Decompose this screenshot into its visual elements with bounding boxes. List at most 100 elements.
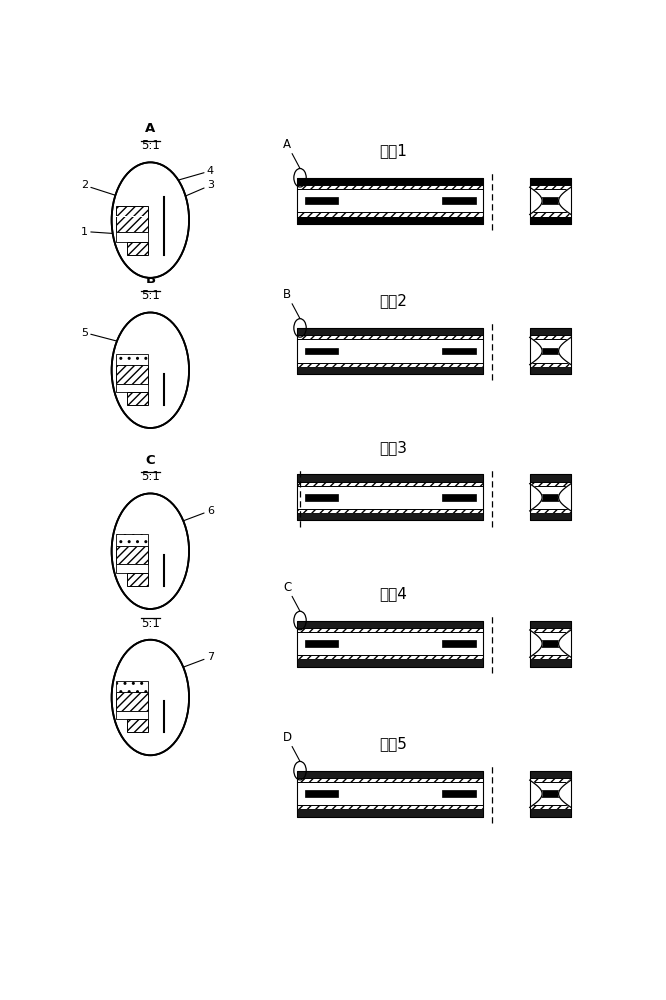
Bar xyxy=(115,365,149,384)
Bar xyxy=(298,513,484,520)
Bar xyxy=(442,348,476,354)
Circle shape xyxy=(112,640,189,755)
Bar xyxy=(115,692,149,711)
Text: D: D xyxy=(145,600,156,613)
Bar xyxy=(529,482,571,486)
Text: A: A xyxy=(145,122,155,135)
Bar xyxy=(115,206,149,232)
Bar xyxy=(298,474,484,520)
Text: 5:1: 5:1 xyxy=(141,139,160,152)
Bar xyxy=(115,711,149,719)
Bar xyxy=(529,771,571,817)
Circle shape xyxy=(112,312,189,428)
Bar xyxy=(529,620,571,667)
Bar xyxy=(305,197,338,204)
Bar xyxy=(298,659,484,667)
Text: C: C xyxy=(283,581,300,611)
Bar xyxy=(529,474,571,520)
Bar xyxy=(127,242,149,255)
Bar xyxy=(298,805,484,809)
Bar xyxy=(298,328,484,335)
Text: 6: 6 xyxy=(174,506,214,524)
Bar xyxy=(529,363,571,367)
Bar xyxy=(298,339,484,363)
Bar xyxy=(298,482,484,486)
Bar xyxy=(529,474,571,482)
Bar xyxy=(298,486,484,509)
Bar xyxy=(529,178,571,185)
Circle shape xyxy=(112,493,189,609)
Bar xyxy=(442,790,476,797)
Bar xyxy=(298,771,484,778)
Bar xyxy=(298,335,484,339)
Bar xyxy=(529,778,571,782)
Bar xyxy=(115,216,149,217)
Text: 步骤1: 步骤1 xyxy=(379,143,407,158)
Text: D: D xyxy=(282,731,300,761)
Bar xyxy=(298,474,484,482)
Text: 步骤3: 步骤3 xyxy=(379,440,407,455)
Bar xyxy=(115,546,149,564)
Text: 步骤5: 步骤5 xyxy=(379,736,407,751)
Text: 3: 3 xyxy=(172,180,214,202)
Bar xyxy=(305,790,338,797)
Bar xyxy=(529,655,571,659)
Bar xyxy=(298,509,484,513)
Bar xyxy=(305,348,338,354)
Bar xyxy=(442,197,476,204)
Bar xyxy=(529,335,571,339)
Bar xyxy=(298,620,484,628)
Bar xyxy=(540,348,561,354)
Bar xyxy=(529,178,571,224)
Text: 5:1: 5:1 xyxy=(141,617,160,630)
Bar xyxy=(298,189,484,212)
Polygon shape xyxy=(559,337,573,365)
Bar xyxy=(298,217,484,224)
Bar xyxy=(529,328,571,374)
Bar xyxy=(298,367,484,374)
Text: C: C xyxy=(146,454,155,466)
Bar xyxy=(298,655,484,659)
Text: 5:1: 5:1 xyxy=(141,289,160,302)
Bar xyxy=(298,363,484,367)
Polygon shape xyxy=(527,187,542,214)
Text: 4: 4 xyxy=(172,166,214,182)
Bar xyxy=(529,189,571,212)
Bar xyxy=(298,809,484,817)
Polygon shape xyxy=(527,337,542,365)
Bar xyxy=(298,212,484,217)
Bar xyxy=(115,564,149,573)
Bar xyxy=(540,494,561,501)
Bar xyxy=(115,534,149,546)
Bar xyxy=(529,513,571,520)
Bar xyxy=(115,232,149,242)
Text: 5:1: 5:1 xyxy=(141,470,160,483)
Bar xyxy=(298,628,484,632)
Bar xyxy=(305,494,338,501)
Text: B: B xyxy=(283,288,300,319)
Bar xyxy=(529,771,571,778)
Bar xyxy=(115,354,149,365)
Polygon shape xyxy=(559,484,573,511)
Bar xyxy=(298,778,484,782)
Bar xyxy=(529,217,571,224)
Text: 步骤4: 步骤4 xyxy=(379,586,407,601)
Bar xyxy=(529,805,571,809)
Bar xyxy=(298,185,484,189)
Polygon shape xyxy=(527,780,542,807)
Bar xyxy=(540,640,561,647)
Bar xyxy=(529,632,571,655)
Bar xyxy=(115,384,149,392)
Text: 1: 1 xyxy=(81,227,127,237)
Circle shape xyxy=(112,162,189,278)
Polygon shape xyxy=(559,630,573,657)
Bar xyxy=(298,632,484,655)
Bar xyxy=(529,509,571,513)
Bar xyxy=(305,640,338,647)
Polygon shape xyxy=(527,630,542,657)
Text: 2: 2 xyxy=(81,180,136,202)
Bar xyxy=(529,339,571,363)
Bar xyxy=(127,719,149,732)
Bar xyxy=(298,782,484,805)
Bar xyxy=(529,782,571,805)
